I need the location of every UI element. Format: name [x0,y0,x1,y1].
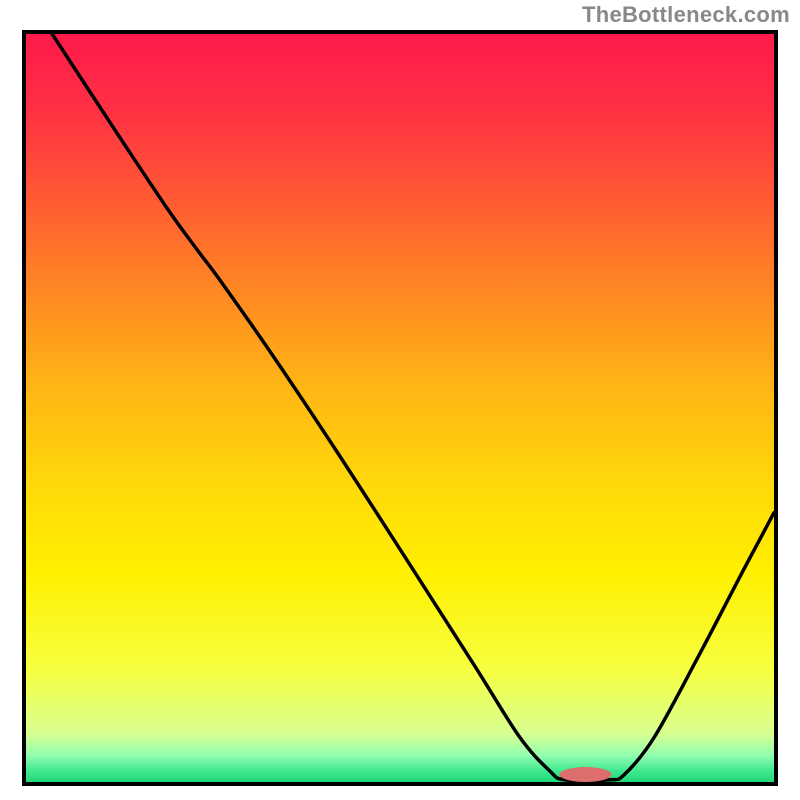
chart-container: { "watermark": { "text": "TheBottleneck.… [0,0,800,800]
chart-svg [0,0,800,800]
plot-background [26,34,774,782]
optimal-marker [560,767,612,782]
